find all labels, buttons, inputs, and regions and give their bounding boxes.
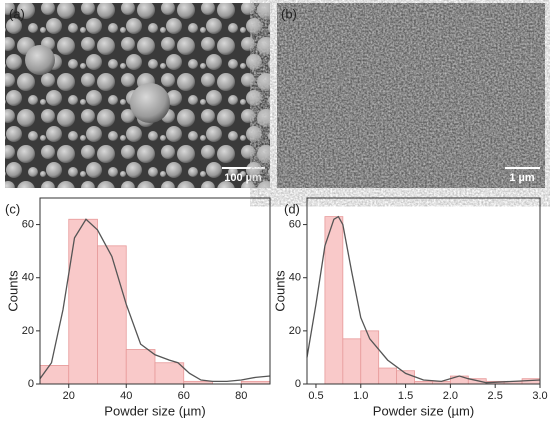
x-tick-label: 1.0 — [353, 390, 368, 402]
x-tick-label: 3.0 — [532, 390, 547, 402]
bar — [97, 245, 127, 385]
bar — [68, 218, 98, 385]
sem-image-b: (b) 1 µm — [277, 3, 545, 188]
bar — [154, 362, 185, 385]
x-tick-label: 2.5 — [488, 390, 503, 402]
x-tick-label: 0.5 — [308, 390, 323, 402]
x-tick-label: 40 — [120, 390, 132, 402]
x-axis-label: Powder size (µm) — [104, 403, 205, 418]
y-axis-label: Counts — [272, 270, 287, 312]
x-tick-label: 60 — [178, 390, 190, 402]
panel-label: (c) — [5, 201, 20, 216]
y-tick-label: 20 — [22, 325, 34, 337]
y-tick-label: 0 — [295, 378, 301, 390]
panel-label: (b) — [281, 6, 297, 21]
panel-label: (a) — [9, 6, 25, 21]
bar — [342, 338, 362, 385]
bar — [125, 349, 156, 385]
sem-image-a: (a) 100 µm — [5, 3, 270, 188]
y-tick-label: 20 — [289, 325, 301, 337]
plot-frame — [39, 197, 271, 385]
plot-frame — [306, 197, 541, 385]
y-tick-label: 40 — [22, 272, 34, 284]
panel-label: (d) — [284, 201, 300, 216]
y-tick-label: 40 — [289, 272, 301, 284]
x-tick-label: 2.0 — [443, 390, 458, 402]
scale-bar-label: 1 µm — [509, 172, 535, 184]
x-tick-label: 20 — [63, 390, 75, 402]
x-tick-label: 80 — [235, 390, 247, 402]
scale-bar-label: 100 µm — [224, 172, 262, 184]
y-tick-label: 0 — [28, 378, 34, 390]
y-axis-label: Counts — [5, 270, 20, 312]
bar — [378, 367, 398, 385]
y-tick-label: 60 — [22, 218, 34, 230]
y-tick-label: 60 — [289, 218, 301, 230]
bar — [39, 364, 70, 385]
x-axis-label: Powder size (µm) — [373, 403, 474, 418]
x-tick-label: 1.5 — [398, 390, 413, 402]
fit-curve — [306, 215, 541, 384]
fit-curve — [39, 218, 271, 382]
bar — [324, 216, 344, 385]
